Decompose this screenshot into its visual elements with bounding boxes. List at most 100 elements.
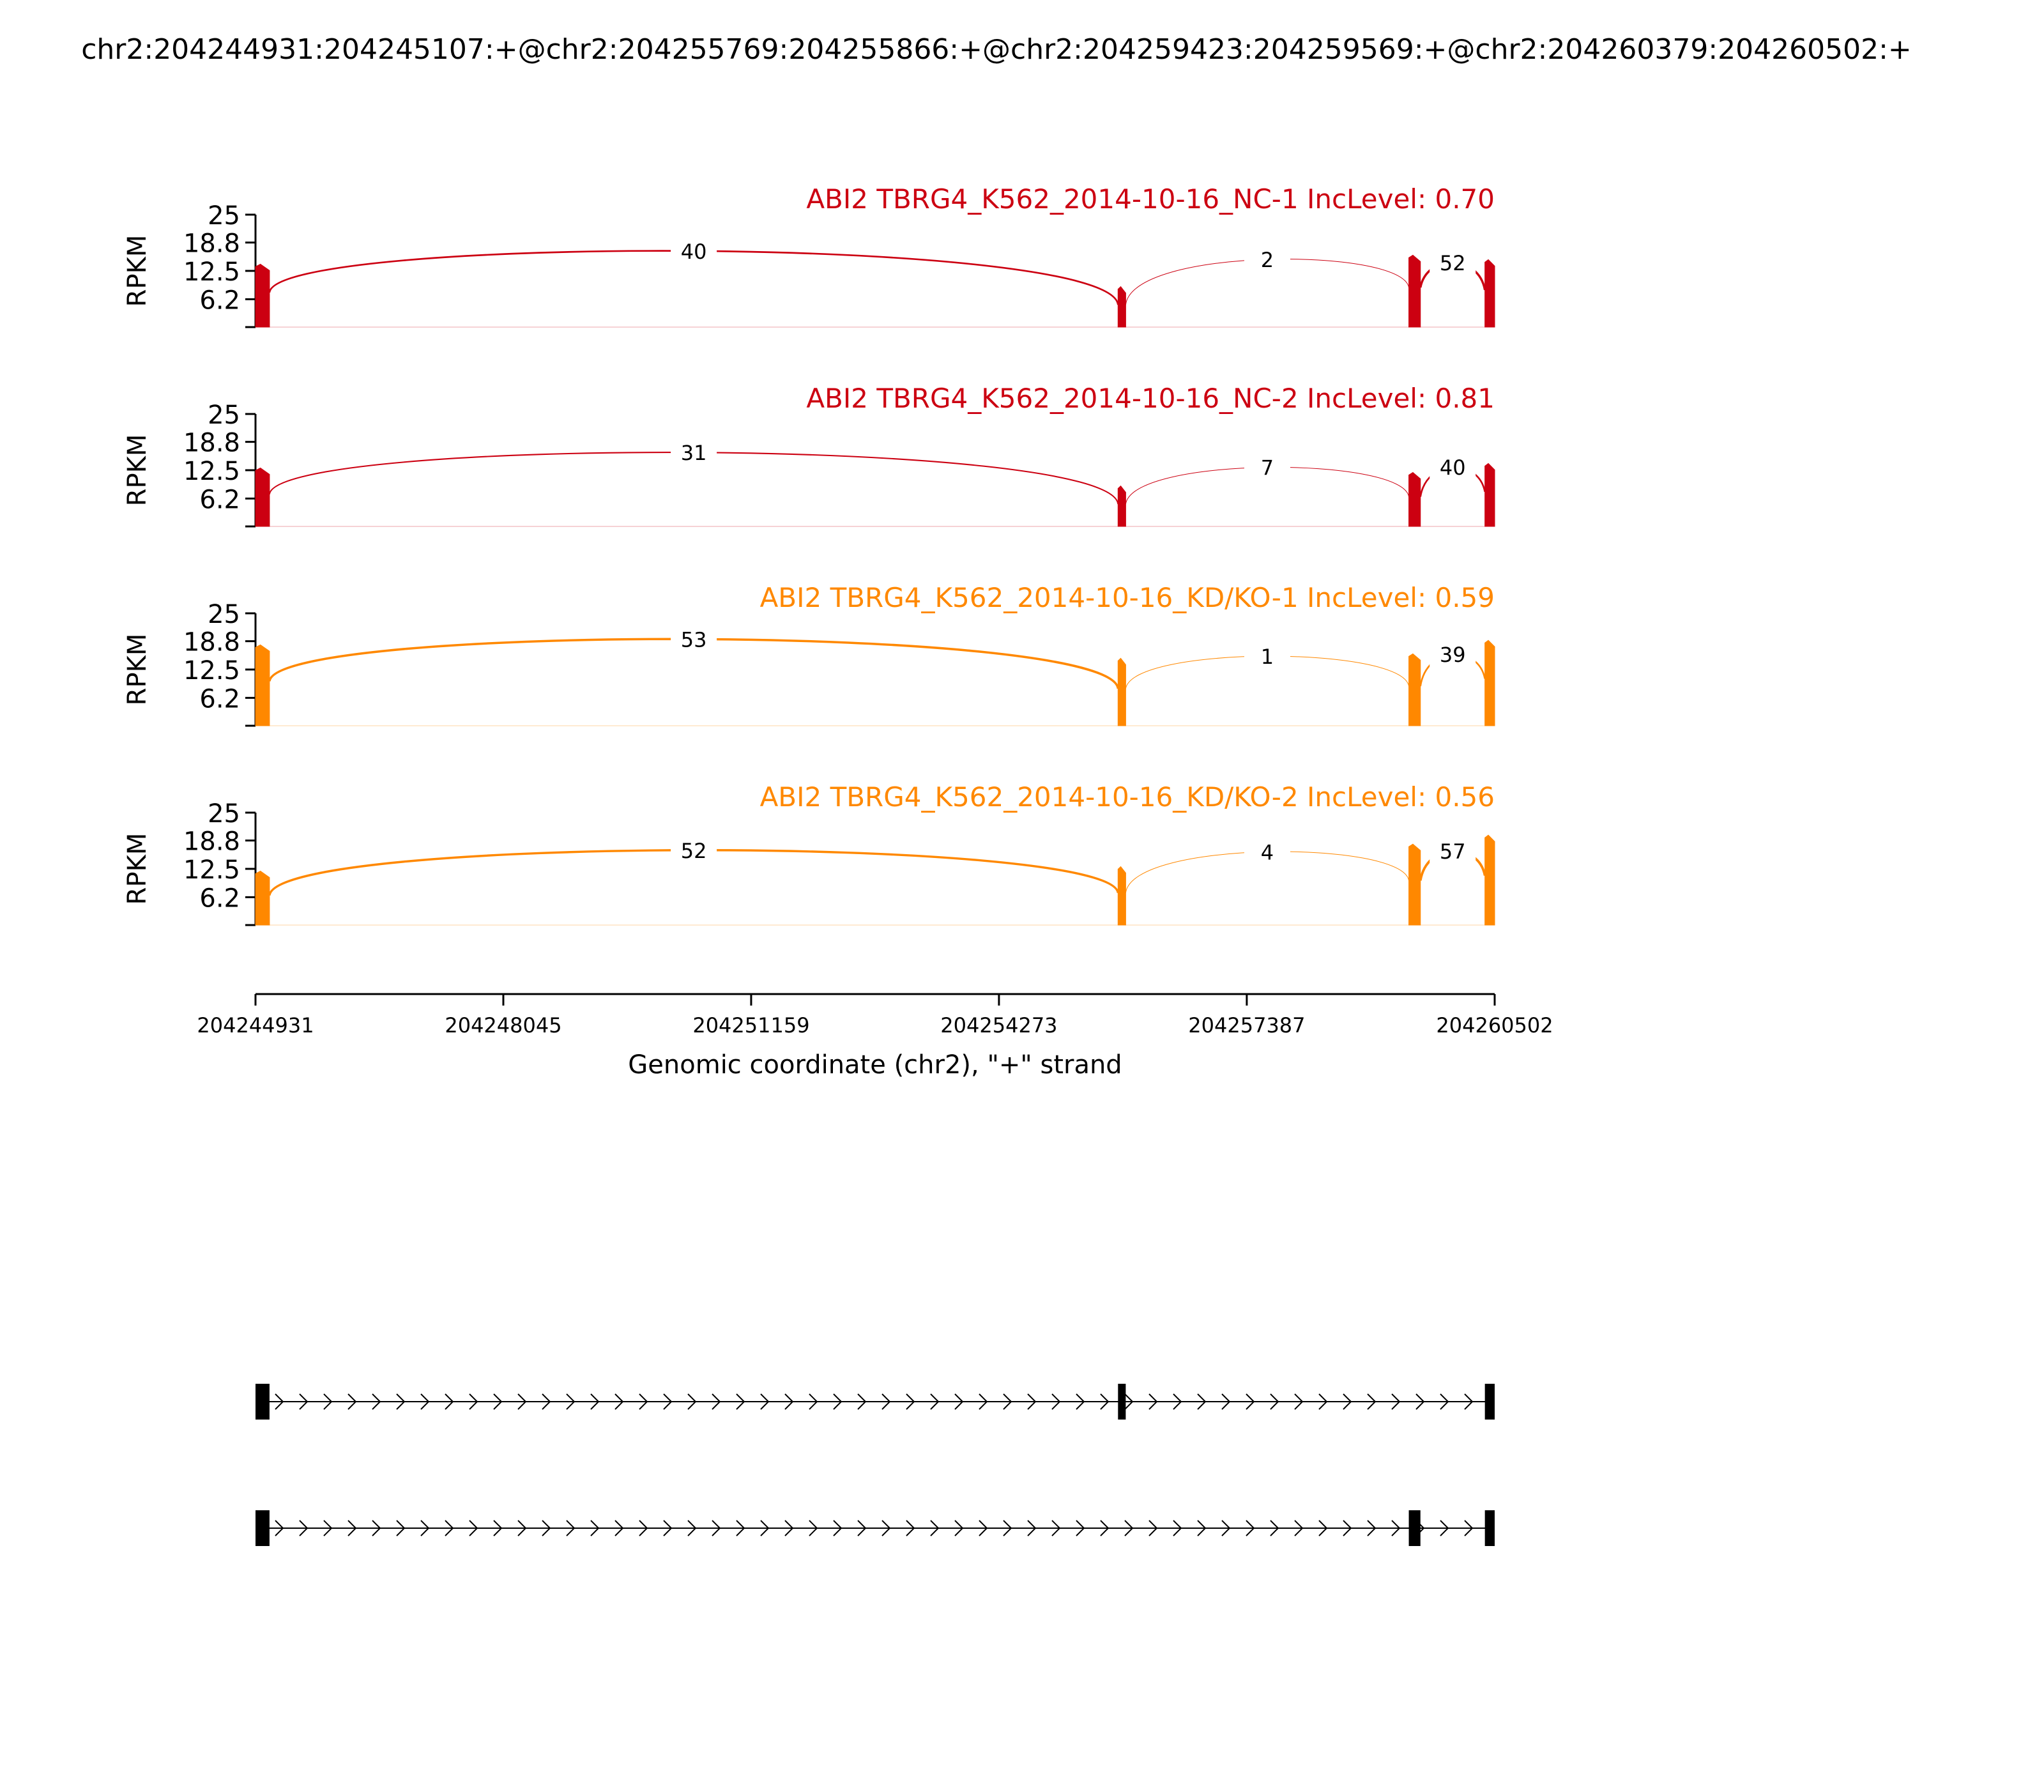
junction-label-bg (671, 626, 717, 652)
strand-arrow-icon (1124, 1520, 1134, 1536)
exon-coverage-bar (1408, 653, 1421, 726)
exon-coverage-bar (1484, 463, 1495, 527)
y-tick-label: 18.8 (183, 827, 240, 857)
strand-arrow-icon (1148, 1393, 1158, 1410)
strand-arrow-icon (469, 1393, 478, 1410)
strand-arrow-icon (760, 1393, 770, 1410)
strand-arrow-icon (299, 1393, 309, 1410)
strand-arrow-icon (1076, 1393, 1085, 1410)
y-tick-label: 12.5 (183, 656, 240, 685)
y-tick-label: 25 (208, 799, 240, 829)
x-axis-label: Genomic coordinate (chr2), "+" strand (628, 1050, 1122, 1080)
junction-count-label: 40 (1440, 456, 1466, 480)
strand-arrow-icon (1003, 1393, 1012, 1410)
y-tick-label: 25 (208, 401, 240, 430)
x-tick-label: 204244931 (197, 1013, 314, 1038)
x-tick-label: 204248045 (445, 1013, 561, 1038)
strand-arrow-icon (614, 1393, 624, 1410)
y-tick-label: 25 (208, 600, 240, 629)
strand-arrow-icon (1318, 1393, 1328, 1410)
strand-arrow-icon (736, 1520, 745, 1536)
strand-arrow-icon (1343, 1520, 1352, 1536)
x-tick-label: 204257387 (1188, 1013, 1305, 1038)
strand-arrow-icon (809, 1520, 818, 1536)
exon-coverage-bar (1117, 286, 1126, 328)
strand-arrow-icon (420, 1520, 430, 1536)
strand-arrow-icon (639, 1393, 648, 1410)
strand-arrow-icon (420, 1393, 430, 1410)
x-tick-label: 204254273 (940, 1013, 1057, 1038)
strand-arrow-icon (736, 1393, 745, 1410)
panel-label: ABI2 TBRG4_K562_2014-10-16_NC-2 IncLevel… (806, 383, 1495, 414)
strand-arrow-icon (687, 1393, 697, 1410)
strand-arrow-icon (1440, 1393, 1449, 1410)
junction-label-bg (1430, 249, 1476, 275)
y-axis-label: RPKM (123, 434, 152, 507)
exon-block (256, 1510, 270, 1546)
junction-count-label: 52 (1440, 251, 1466, 275)
strand-arrow-icon (1246, 1520, 1255, 1536)
junction-count-label: 40 (681, 240, 707, 264)
y-tick-label: 18.8 (183, 429, 240, 458)
strand-arrow-icon (1173, 1393, 1182, 1410)
strand-arrow-icon (1100, 1393, 1110, 1410)
strand-arrow-icon (1464, 1393, 1474, 1410)
strand-arrow-icon (1391, 1520, 1401, 1536)
strand-arrow-icon (493, 1393, 503, 1410)
strand-arrow-icon (372, 1393, 381, 1410)
exon-block (1484, 1510, 1495, 1546)
y-tick-label: 12.5 (183, 257, 240, 287)
strand-arrow-icon (1051, 1520, 1061, 1536)
junction-label-bg (1244, 839, 1290, 865)
strand-arrow-icon (1270, 1520, 1279, 1536)
strand-arrow-icon (396, 1520, 406, 1536)
junction-count-label: 39 (1440, 643, 1466, 667)
y-axis-label: RPKM (123, 634, 152, 706)
junction-count-label: 57 (1440, 839, 1466, 864)
figure-title: chr2:204244931:204245107:+@chr2:20425576… (81, 33, 1912, 66)
strand-arrow-icon (712, 1393, 721, 1410)
y-axis-label: RPKM (123, 235, 152, 307)
exon-coverage-bar (1484, 639, 1495, 726)
exon-coverage-bar (255, 644, 270, 726)
strand-arrow-icon (469, 1520, 478, 1536)
x-tick-label: 204260502 (1436, 1013, 1553, 1038)
strand-arrow-icon (1318, 1520, 1328, 1536)
isoform-tracks (256, 1384, 1495, 1546)
strand-arrow-icon (1440, 1520, 1449, 1536)
strand-arrow-icon (299, 1520, 309, 1536)
strand-arrow-icon (809, 1393, 818, 1410)
strand-arrow-icon (542, 1393, 551, 1410)
isoform-track (256, 1510, 1495, 1546)
strand-arrow-icon (445, 1520, 454, 1536)
strand-arrow-icon (1148, 1520, 1158, 1536)
junction-label-bg (671, 440, 717, 466)
strand-arrow-icon (445, 1393, 454, 1410)
coverage-panel: 6.212.518.825 RPKM ABI2 TBRG4_K562_2014-10… (123, 781, 1495, 926)
strand-arrow-icon (1076, 1520, 1085, 1536)
exon-coverage-bar (1484, 259, 1495, 328)
y-tick-label: 18.8 (183, 229, 240, 259)
strand-arrow-icon (1221, 1520, 1231, 1536)
y-axis-label: RPKM (123, 833, 152, 905)
exon-coverage-bar (255, 870, 270, 926)
junction-count-label: 2 (1261, 248, 1274, 272)
strand-arrow-icon (979, 1520, 988, 1536)
junction-count-label: 52 (681, 839, 707, 863)
strand-arrow-icon (639, 1520, 648, 1536)
strand-arrow-icon (663, 1520, 673, 1536)
strand-arrow-icon (881, 1520, 891, 1536)
x-tick-label: 204251159 (692, 1013, 809, 1038)
y-tick-label: 25 (208, 201, 240, 231)
strand-arrow-icon (1294, 1520, 1304, 1536)
y-tick-label: 6.2 (199, 884, 240, 913)
junction-count-label: 1 (1261, 645, 1274, 669)
coverage-panel: 6.212.518.825 RPKM ABI2 TBRG4_K562_2014-10… (123, 383, 1495, 528)
junction-label-bg (1430, 838, 1476, 864)
panel-label: ABI2 TBRG4_K562_2014-10-16_KD/KO-1 IncLe… (760, 582, 1495, 613)
panel-label: ABI2 TBRG4_K562_2014-10-16_NC-1 IncLevel… (806, 183, 1495, 215)
strand-arrow-icon (687, 1520, 697, 1536)
strand-arrow-icon (1003, 1520, 1012, 1536)
strand-arrow-icon (372, 1520, 381, 1536)
